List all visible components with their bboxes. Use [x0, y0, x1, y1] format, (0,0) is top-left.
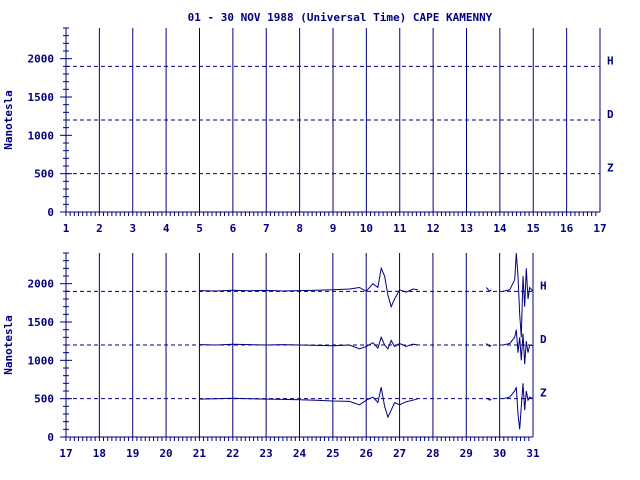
component-label-Z: Z — [540, 387, 547, 400]
y-tick-label: 2000 — [28, 278, 55, 291]
x-tick-label: 11 — [393, 222, 407, 235]
x-tick-label: 25 — [326, 447, 339, 460]
chart-title: 01 - 30 NOV 1988 (Universal Time) CAPE K… — [188, 11, 493, 24]
x-tick-label: 26 — [360, 447, 374, 460]
x-tick-label: 5 — [196, 222, 203, 235]
x-tick-label: 6 — [230, 222, 237, 235]
x-tick-label: 13 — [460, 222, 473, 235]
series-H-trace — [199, 266, 418, 309]
y-axis-label: Nanotesla — [2, 90, 15, 150]
x-tick-label: 17 — [593, 222, 606, 235]
x-tick-label: 29 — [460, 447, 473, 460]
y-tick-label: 1000 — [28, 354, 55, 367]
x-tick-label: 31 — [526, 447, 540, 460]
x-tick-label: 2 — [96, 222, 103, 235]
series-Z-trace — [199, 387, 419, 419]
x-tick-label: 18 — [93, 447, 106, 460]
x-tick-label: 12 — [427, 222, 440, 235]
x-tick-label: 27 — [393, 447, 406, 460]
x-tick-label: 19 — [126, 447, 139, 460]
y-tick-label: 1500 — [28, 91, 55, 104]
series-D-trace — [485, 343, 492, 348]
x-tick-label: 17 — [59, 447, 72, 460]
x-tick-label: 30 — [493, 447, 506, 460]
x-tick-label: 16 — [560, 222, 574, 235]
x-tick-label: 15 — [527, 222, 540, 235]
x-tick-label: 23 — [260, 447, 273, 460]
y-tick-label: 500 — [34, 393, 54, 406]
component-label-H: H — [540, 279, 547, 292]
y-tick-label: 2000 — [28, 53, 55, 66]
x-tick-label: 21 — [193, 447, 207, 460]
y-tick-label: 500 — [34, 168, 54, 181]
series-D-trace — [502, 329, 534, 365]
series-H-trace — [485, 287, 492, 293]
series-Z-trace — [486, 397, 492, 401]
x-tick-label: 28 — [426, 447, 439, 460]
component-label-H: H — [607, 54, 614, 67]
x-tick-label: 3 — [129, 222, 136, 235]
x-tick-label: 20 — [159, 447, 172, 460]
x-tick-label: 10 — [360, 222, 373, 235]
series-H-trace — [502, 252, 534, 338]
component-label-D: D — [607, 108, 614, 121]
y-axis-label: Nanotesla — [2, 315, 15, 375]
y-tick-label: 0 — [47, 431, 54, 444]
x-tick-label: 24 — [293, 447, 307, 460]
x-tick-label: 4 — [163, 222, 170, 235]
x-tick-label: 14 — [493, 222, 507, 235]
x-tick-label: 8 — [296, 222, 303, 235]
series-Z-trace — [502, 383, 534, 430]
y-tick-label: 1500 — [28, 316, 55, 329]
x-tick-label: 22 — [226, 447, 239, 460]
series-D-trace — [199, 335, 418, 350]
x-tick-label: 7 — [263, 222, 270, 235]
x-tick-label: 9 — [330, 222, 337, 235]
panel-bottom: 0 500 1000 1500 2000 Nanotesla 17 18 19 20 21 22 23 2… — [2, 252, 547, 460]
y-tick-label: 0 — [47, 206, 54, 219]
component-label-D: D — [540, 333, 547, 346]
component-label-Z: Z — [607, 162, 614, 175]
y-tick-label: 1000 — [28, 129, 55, 142]
x-tick-label: 1 — [63, 222, 70, 235]
